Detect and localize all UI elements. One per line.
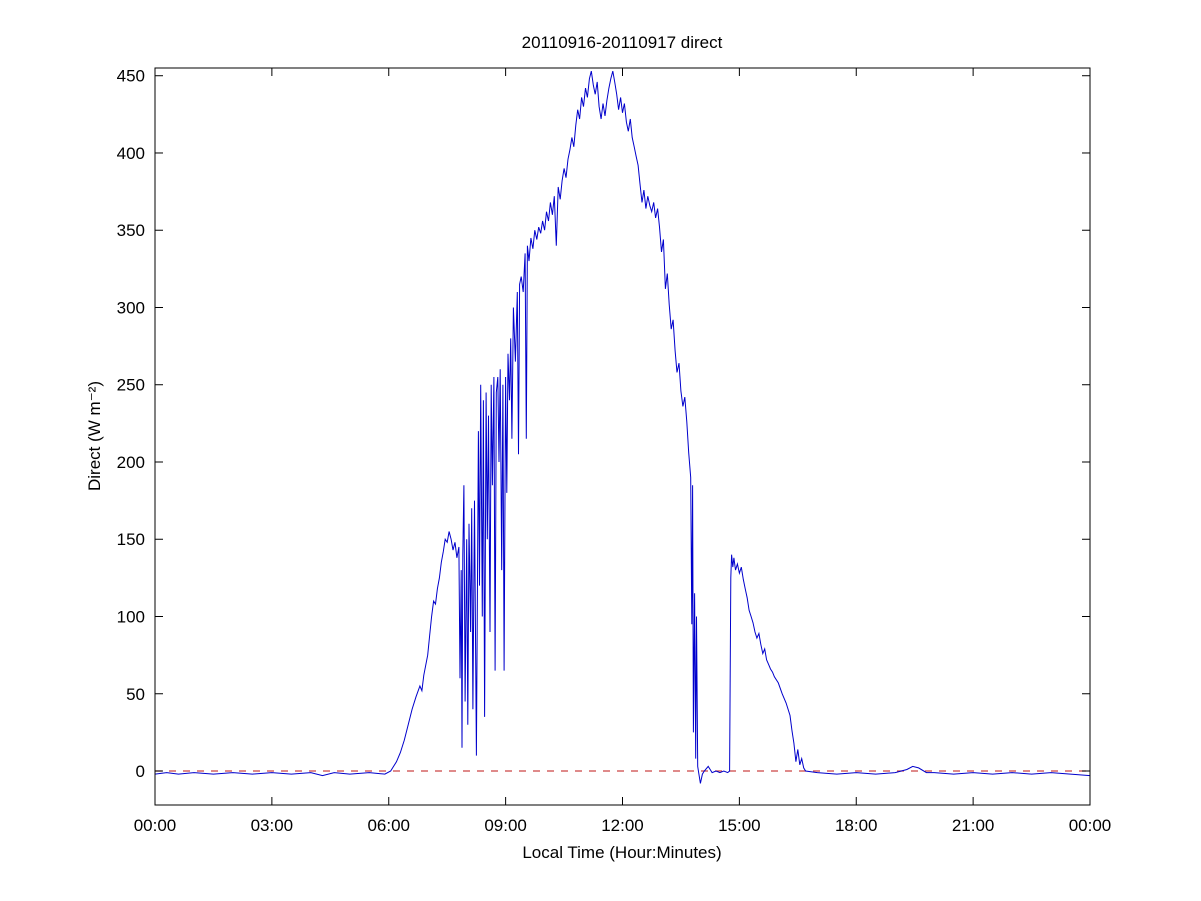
y-tick-label: 0 [136,762,145,781]
x-tick-label: 18:00 [835,816,878,835]
x-tick-label: 03:00 [251,816,294,835]
y-tick-label: 250 [117,376,145,395]
y-tick-label: 200 [117,453,145,472]
data-line [154,70,1091,784]
x-tick-label: 21:00 [952,816,995,835]
x-tick-label: 06:00 [367,816,410,835]
x-axis-label: Local Time (Hour:Minutes) [522,843,721,862]
x-tick-label: 12:00 [601,816,644,835]
y-tick-label: 50 [126,685,145,704]
plot-area: 00:00 03:00 06:00 09:00 12:00 15:00 18:00 21:00… [117,67,1112,835]
y-tick-label: 150 [117,530,145,549]
x-tick-label: 00:00 [1069,816,1112,835]
y-tick-label: 450 [117,67,145,86]
x-tick-label: 15:00 [718,816,761,835]
y-axis-label: Direct (W m⁻²) [85,381,104,491]
y-tick-label: 350 [117,221,145,240]
y-tick-label: 300 [117,298,145,317]
y-tick-label: 400 [117,144,145,163]
chart-title: 20110916-20110917 direct [522,33,723,52]
x-tick-label: 00:00 [134,816,177,835]
y-tick-label: 100 [117,608,145,627]
axis-box [154,67,1091,806]
x-tick-label: 09:00 [484,816,527,835]
